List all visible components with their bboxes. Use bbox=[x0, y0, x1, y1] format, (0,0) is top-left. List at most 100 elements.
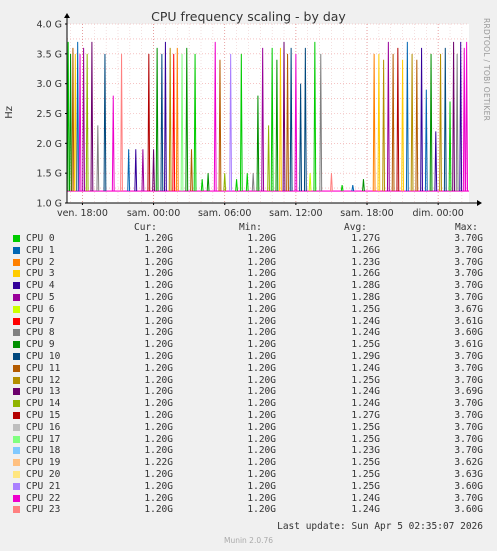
legend-name: CPU 14 bbox=[26, 398, 61, 410]
legend-swatch bbox=[13, 305, 20, 313]
legend-max: 3.60G bbox=[454, 327, 483, 339]
series-lines bbox=[66, 41, 469, 192]
series-spike bbox=[439, 53, 442, 192]
series-spike bbox=[313, 41, 317, 192]
legend-row: CPU 23 1.20G 1.20G 1.24G 3.60G bbox=[0, 504, 497, 516]
series-spike bbox=[155, 47, 159, 192]
legend-min: 1.20G bbox=[247, 445, 276, 457]
series-spike bbox=[73, 53, 77, 192]
series-spike bbox=[85, 53, 89, 192]
legend-max: 3.70G bbox=[454, 280, 483, 292]
legend-min: 1.20G bbox=[247, 480, 276, 492]
legend-swatch bbox=[13, 270, 20, 278]
series-spike bbox=[261, 47, 265, 192]
legend-name: CPU 15 bbox=[26, 409, 61, 421]
x-tick-label: sam. 18:00 bbox=[340, 208, 393, 219]
series-spike bbox=[462, 47, 466, 192]
legend-min: 1.20G bbox=[247, 303, 276, 315]
series-spike bbox=[459, 41, 463, 192]
legend-min: 1.20G bbox=[247, 268, 276, 280]
series-spike bbox=[127, 149, 131, 192]
series-spike bbox=[245, 173, 249, 192]
legend-max: 3.70G bbox=[454, 291, 483, 303]
legend-avg: 1.28G bbox=[351, 291, 380, 303]
series-spike bbox=[206, 173, 210, 192]
series-spike bbox=[275, 59, 279, 192]
legend-avg: 1.26G bbox=[351, 268, 380, 280]
series-spike bbox=[120, 53, 123, 192]
series-spike bbox=[282, 41, 286, 192]
x-tick-label: sam. 06:00 bbox=[198, 208, 251, 219]
legend-row: CPU 7 1.20G 1.20G 1.24G 3.61G bbox=[0, 316, 497, 328]
legend-max: 3.60G bbox=[454, 480, 483, 492]
legend-cur: 1.20G bbox=[144, 233, 173, 244]
legend-swatch bbox=[13, 411, 20, 419]
y-tick-label: 3.5 G bbox=[37, 49, 63, 60]
legend-avg: 1.25G bbox=[351, 421, 380, 433]
legend-row: CPU 22 1.20G 1.20G 1.24G 3.70G bbox=[0, 493, 497, 505]
legend-min: 1.20G bbox=[247, 362, 276, 374]
legend-cur: 1.20G bbox=[144, 315, 173, 327]
series-spike bbox=[294, 53, 298, 192]
legend-cur: 1.20G bbox=[144, 303, 173, 315]
legend-name: CPU 6 bbox=[26, 303, 55, 315]
legend-row: CPU 21 1.20G 1.20G 1.25G 3.60G bbox=[0, 481, 497, 493]
series-spike bbox=[424, 89, 428, 192]
series-spike bbox=[415, 59, 419, 192]
series-spike bbox=[82, 47, 86, 192]
series-spike bbox=[76, 41, 80, 192]
series-spike bbox=[239, 53, 243, 192]
legend-name: CPU 19 bbox=[26, 457, 61, 469]
legend-row: CPU 1 1.20G 1.20G 1.26G 3.70G bbox=[0, 245, 497, 257]
series-spike bbox=[303, 47, 307, 192]
x-tick-label: dim. 00:00 bbox=[412, 208, 463, 219]
series-spike bbox=[377, 53, 381, 192]
legend-min: 1.20G bbox=[247, 315, 276, 327]
series-spike bbox=[391, 53, 395, 192]
legend-name: CPU 22 bbox=[26, 492, 61, 504]
y-tick-label: 2.5 G bbox=[37, 109, 63, 120]
series-spike bbox=[382, 59, 386, 192]
legend-cur: 1.20G bbox=[144, 256, 173, 268]
legend-cur: 1.20G bbox=[144, 445, 173, 457]
legend-name: CPU 3 bbox=[26, 268, 55, 280]
legend-name: CPU 21 bbox=[26, 480, 61, 492]
legend-swatch bbox=[13, 423, 20, 431]
y-tick-label: 3.0 G bbox=[37, 79, 63, 90]
legend-row: CPU 6 1.20G 1.20G 1.25G 3.67G bbox=[0, 304, 497, 316]
legend-max: 3.70G bbox=[454, 398, 483, 410]
legend-max: 3.70G bbox=[454, 433, 483, 445]
legend-row: CPU 20 1.20G 1.20G 1.25G 3.63G bbox=[0, 469, 497, 481]
series-spike bbox=[452, 41, 455, 192]
legend-max: 3.70G bbox=[454, 421, 483, 433]
legend-cur: 1.20G bbox=[144, 350, 173, 362]
legend-max: 3.70G bbox=[454, 256, 483, 268]
series-spike bbox=[372, 53, 376, 192]
legend-cur: 1.20G bbox=[144, 268, 173, 280]
legend-max: 3.61G bbox=[454, 339, 483, 351]
legend-min: 1.20G bbox=[247, 421, 276, 433]
legend-min: 1.20G bbox=[247, 256, 276, 268]
legend-row: CPU 16 1.20G 1.20G 1.25G 3.70G bbox=[0, 422, 497, 434]
legend-cur: 1.20G bbox=[144, 421, 173, 433]
series-spike bbox=[420, 47, 423, 192]
legend-avg: 1.26G bbox=[351, 244, 380, 256]
legend-avg: 1.27G bbox=[351, 409, 380, 421]
legend-name: CPU 12 bbox=[26, 374, 61, 386]
series-spike bbox=[66, 41, 70, 192]
series-spike bbox=[319, 53, 323, 192]
y-tick-label: 1.5 G bbox=[37, 169, 63, 180]
legend-name: CPU 13 bbox=[26, 386, 61, 398]
series-spike bbox=[410, 53, 414, 192]
legend-avg: 1.25G bbox=[351, 433, 380, 445]
legend-avg: 1.24G bbox=[351, 362, 380, 374]
legend-avg: 1.23G bbox=[351, 256, 380, 268]
series-spike bbox=[386, 41, 390, 192]
series-spike bbox=[175, 47, 179, 192]
legend-name: CPU 20 bbox=[26, 468, 61, 480]
series-spike bbox=[96, 125, 100, 192]
legend-name: CPU 7 bbox=[26, 315, 55, 327]
legend-min: 1.20G bbox=[247, 468, 276, 480]
series-spike bbox=[172, 53, 176, 192]
legend-min: 1.20G bbox=[247, 398, 276, 410]
